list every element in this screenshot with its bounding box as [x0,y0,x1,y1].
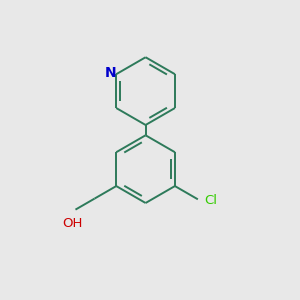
Text: OH: OH [62,217,83,230]
Text: Cl: Cl [204,194,217,207]
Text: N: N [105,66,117,80]
